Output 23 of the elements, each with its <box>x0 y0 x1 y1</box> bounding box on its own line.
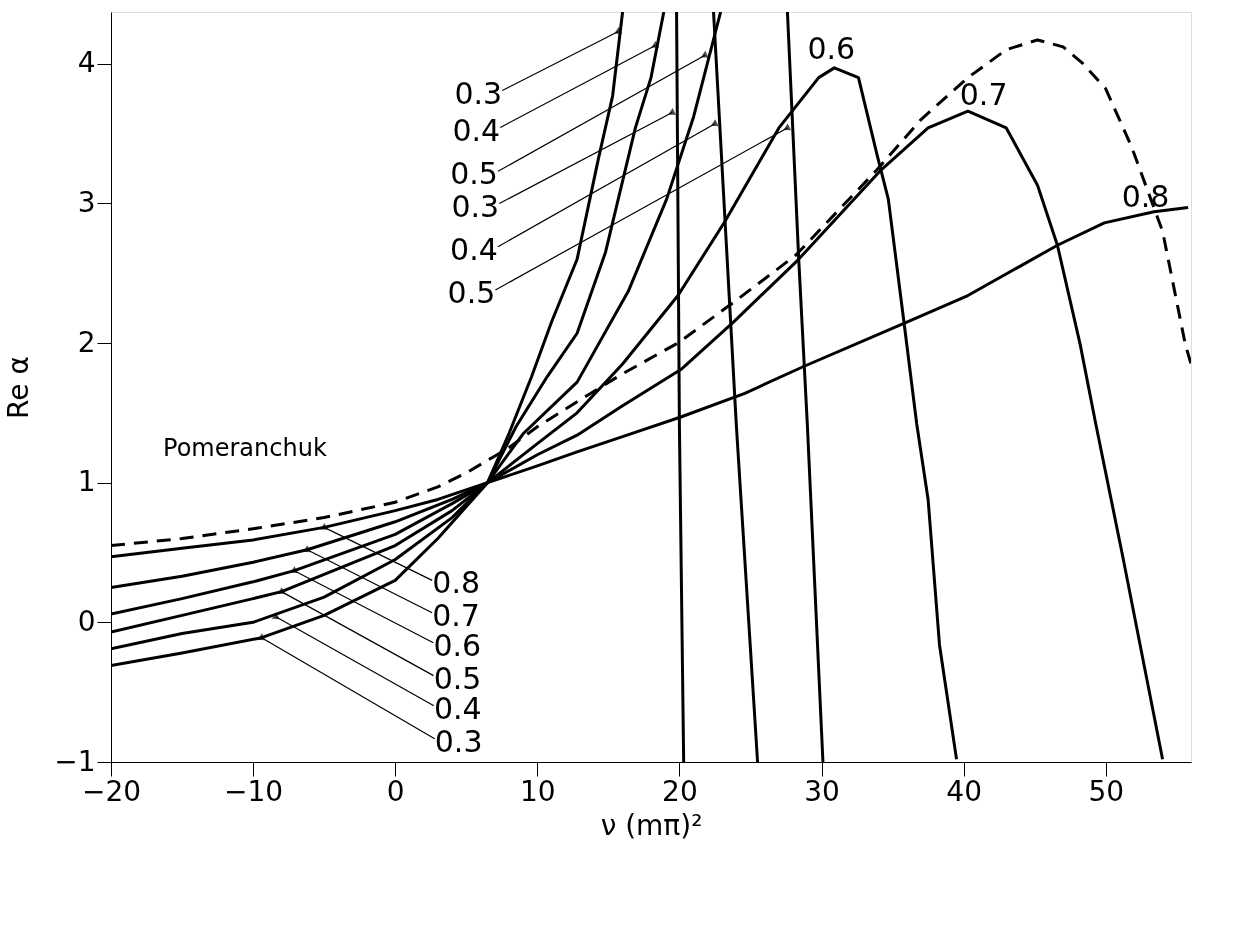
y-tick-label: 1 <box>77 465 96 499</box>
x-tick-label: −10 <box>224 774 284 808</box>
y-tick-label: 0 <box>77 604 96 638</box>
annotation: 0.7 <box>959 77 1008 112</box>
x-tick-label: 50 <box>1088 774 1125 808</box>
x-tick-label: 20 <box>662 774 698 808</box>
x-tick-label: 0 <box>386 774 405 808</box>
annotation: 0.4 <box>450 231 498 267</box>
x-tick-label: 40 <box>946 774 982 808</box>
x-tick-label: 30 <box>804 774 840 808</box>
x-axis-title: ν (mπ)² <box>600 808 703 842</box>
y-axis-title: Re α <box>2 356 36 419</box>
annotation: 0.8 <box>1121 178 1170 214</box>
annotation: 0.4 <box>452 112 501 148</box>
annotation: 0.5 <box>447 274 496 310</box>
annotation: 0.6 <box>807 30 856 66</box>
y-tick-label: 2 <box>77 325 96 359</box>
y-tick-label: 4 <box>77 46 96 80</box>
x-tick-label: 10 <box>520 774 556 808</box>
annotation: 0.3 <box>434 723 483 759</box>
y-tick-label: 3 <box>77 185 96 219</box>
annotation: Pomeranchuk <box>163 434 327 463</box>
annotation: 0.3 <box>454 75 503 111</box>
